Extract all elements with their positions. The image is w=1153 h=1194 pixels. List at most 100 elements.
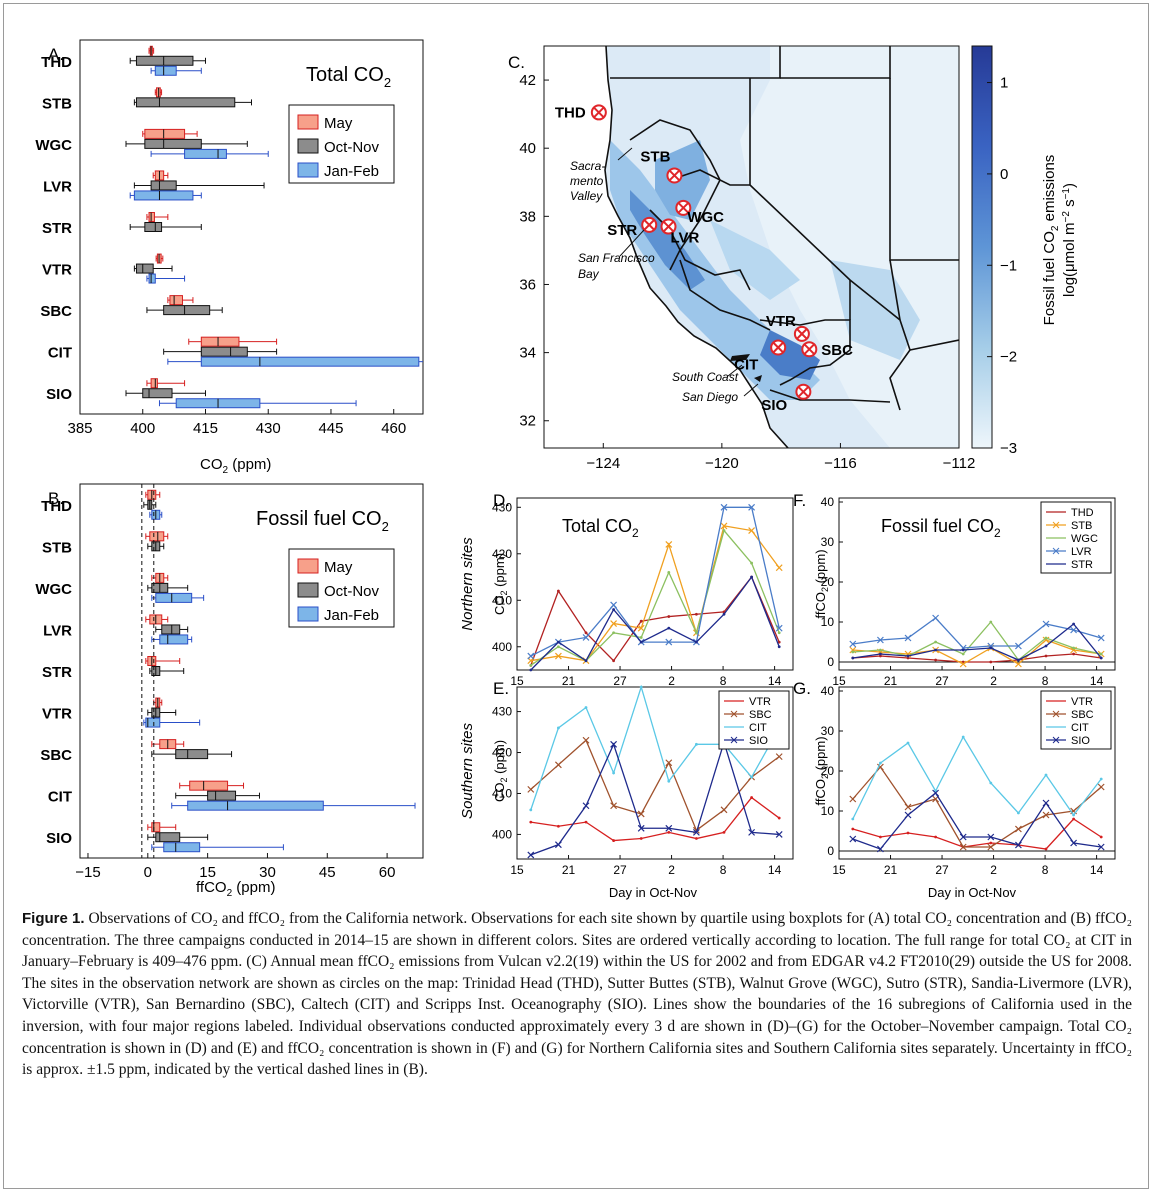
map-axes — [543, 45, 960, 449]
site-cross — [663, 221, 674, 232]
site-marker-wgc: WGC — [675, 199, 724, 226]
data-point — [1014, 660, 1022, 668]
data-point — [637, 810, 645, 818]
site-label: VTR — [42, 706, 72, 723]
data-point — [1042, 811, 1050, 819]
x-tick-label: 14 — [768, 863, 782, 877]
site-label: WGC — [35, 137, 72, 154]
data-point — [667, 830, 671, 834]
site-label: LVR — [43, 622, 72, 639]
data-point — [1097, 634, 1105, 642]
data-point — [777, 631, 781, 635]
x-tick-label: 60 — [379, 864, 396, 881]
data-point — [584, 631, 588, 635]
x-tick-label: 15 — [510, 674, 524, 688]
data-point — [879, 648, 882, 652]
box — [151, 822, 161, 833]
data-point — [1072, 813, 1075, 817]
site-marker-thd: THD — [555, 104, 607, 121]
y-tick-label: 420 — [492, 746, 512, 760]
panel-a-boxplot: A. 385 400 415 430 445 460 THD STB WGC LVR STR VTR S… — [35, 39, 424, 476]
site-cross — [798, 386, 809, 397]
data-point — [1014, 825, 1022, 833]
x-tick-label: 400 — [130, 420, 155, 437]
panel-b-legend: May Oct-Nov Jan-Feb — [288, 548, 395, 628]
data-point — [695, 640, 698, 644]
data-point — [612, 631, 615, 635]
legend-label: CIT — [1071, 722, 1089, 734]
y-tick-label: 10 — [821, 615, 835, 629]
data-point — [961, 735, 965, 739]
box — [135, 97, 236, 108]
box — [148, 212, 155, 222]
data-point — [849, 640, 857, 648]
x-tick-label: 415 — [193, 420, 218, 437]
panel-d-side-label: Northern sites — [459, 537, 476, 631]
map-area — [544, 46, 959, 448]
x-tick-label: 21 — [562, 863, 576, 877]
series-vtr — [851, 817, 1103, 851]
box — [148, 273, 156, 284]
box — [163, 305, 211, 316]
x-tick-label: 27 — [935, 674, 949, 688]
x-tick-label: 8 — [1042, 863, 1049, 877]
data-point — [722, 529, 726, 532]
data-point — [904, 811, 912, 819]
data-point — [695, 631, 698, 635]
legend-may: May — [324, 115, 353, 132]
box — [149, 531, 165, 542]
data-point — [529, 808, 533, 812]
box — [144, 128, 186, 139]
data-point — [1044, 773, 1048, 777]
data-point — [639, 619, 643, 623]
data-point — [527, 652, 535, 660]
legend-label: THD — [1071, 507, 1094, 519]
series-line — [530, 525, 780, 662]
legend-swatch-janfeb — [297, 162, 319, 178]
series-line — [530, 575, 780, 671]
y-tick-label: 400 — [492, 640, 512, 654]
legend-marker — [1052, 547, 1060, 555]
x-tick-label: 14 — [768, 674, 782, 688]
data-point — [1097, 843, 1105, 851]
data-point — [934, 640, 937, 644]
data-point — [527, 851, 535, 859]
colorbar-tick-label: −2 — [1000, 349, 1017, 366]
site-label: WGC — [35, 581, 72, 598]
panel-a-legend: May Oct-Nov Jan-Feb — [288, 104, 395, 184]
data-point — [554, 652, 562, 660]
caption-label: Figure 1. — [22, 910, 85, 927]
y-tick-label: 30 — [821, 724, 835, 738]
site-label: CIT — [48, 345, 72, 362]
x-tick-label: 460 — [381, 420, 406, 437]
series-line — [852, 765, 1102, 848]
svg-text:mento: mento — [570, 174, 604, 188]
series-wgc — [529, 529, 781, 667]
site-name: THD — [555, 104, 586, 121]
data-point — [1044, 847, 1048, 851]
data-point — [1072, 652, 1075, 656]
x-tick-label: 21 — [884, 674, 898, 688]
data-point — [610, 601, 618, 609]
site-marker-lvr: LVR — [660, 218, 700, 247]
data-point — [1072, 817, 1075, 821]
data-point — [612, 608, 615, 611]
data-point — [1099, 652, 1103, 656]
data-point — [667, 570, 671, 574]
svg-text:Valley: Valley — [570, 189, 603, 203]
data-point — [748, 503, 756, 511]
subregion-boundaries — [610, 46, 959, 411]
legend-label: SIO — [749, 735, 768, 747]
legend-label: STR — [1071, 559, 1093, 571]
box — [155, 832, 181, 843]
series-sio — [849, 789, 1105, 853]
svg-text:San Francisco: San Francisco — [578, 251, 655, 265]
series-lvr — [849, 614, 1105, 652]
svg-text:Sacra-: Sacra- — [570, 159, 605, 173]
data-point — [722, 612, 726, 616]
panel-a-plot: 385 400 415 430 445 460 THD STB WGC LVR STR VTR SBC C… — [35, 45, 423, 437]
x-tick-label: −124 — [586, 455, 620, 470]
data-point — [879, 654, 882, 658]
